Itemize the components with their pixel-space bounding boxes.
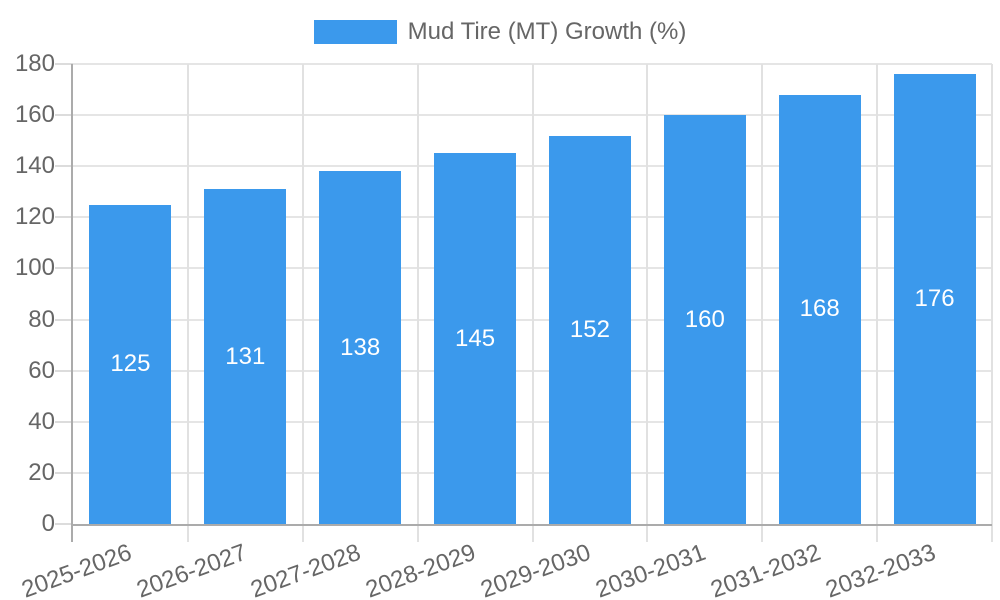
x-tick-mark bbox=[761, 524, 764, 542]
y-tick-label: 140 bbox=[14, 152, 55, 180]
y-tick-mark bbox=[55, 471, 73, 474]
bar-value-label: 138 bbox=[340, 333, 381, 361]
y-tick-label: 160 bbox=[14, 101, 55, 129]
bar-value-label: 131 bbox=[225, 342, 266, 370]
y-tick-mark bbox=[55, 165, 73, 168]
x-gridline bbox=[991, 64, 993, 524]
bar[interactable]: 145 bbox=[434, 153, 517, 524]
x-gridline bbox=[301, 64, 304, 524]
x-gridline bbox=[876, 64, 879, 524]
legend-label: Mud Tire (MT) Growth (%) bbox=[407, 18, 687, 45]
y-tick-label: 20 bbox=[28, 458, 55, 486]
x-gridline bbox=[531, 64, 534, 524]
x-tick-label: 2026-2027 bbox=[132, 538, 250, 600]
x-tick-label: 2031-2032 bbox=[707, 538, 825, 600]
bar[interactable]: 168 bbox=[778, 94, 861, 524]
y-tick-label: 80 bbox=[28, 305, 55, 333]
bar[interactable]: 131 bbox=[204, 189, 287, 524]
y-tick-mark bbox=[55, 523, 73, 525]
x-gridline bbox=[646, 64, 649, 524]
x-tick-mark bbox=[991, 524, 993, 542]
bar[interactable]: 160 bbox=[663, 115, 746, 524]
y-axis-line bbox=[71, 64, 73, 542]
y-tick-mark bbox=[55, 267, 73, 270]
x-gridline bbox=[186, 64, 189, 524]
x-tick-mark bbox=[646, 524, 649, 542]
bar-value-label: 152 bbox=[569, 315, 610, 343]
bar-value-label: 176 bbox=[914, 285, 955, 313]
y-tick-mark bbox=[55, 63, 73, 65]
y-tick-label: 0 bbox=[41, 510, 55, 537]
bar-value-label: 145 bbox=[455, 324, 496, 352]
y-tick-label: 60 bbox=[28, 356, 55, 384]
y-tick-mark bbox=[55, 216, 73, 219]
x-tick-label: 2025-2026 bbox=[17, 538, 135, 600]
bar[interactable]: 125 bbox=[89, 204, 172, 524]
x-tick-label: 2027-2028 bbox=[247, 538, 365, 600]
x-tick-label: 2030-2031 bbox=[592, 538, 710, 600]
y-tick-label: 180 bbox=[14, 50, 55, 77]
y-tick-mark bbox=[55, 318, 73, 321]
x-tick-label: 2032-2033 bbox=[821, 538, 940, 600]
bar-value-label: 168 bbox=[799, 295, 840, 323]
x-gridline bbox=[416, 64, 419, 524]
y-tick-label: 120 bbox=[14, 203, 55, 231]
x-tick-label: 2029-2030 bbox=[477, 538, 595, 600]
bar-value-label: 160 bbox=[684, 305, 725, 333]
x-gridline bbox=[761, 64, 764, 524]
x-tick-label: 2028-2029 bbox=[362, 538, 480, 600]
y-tick-label: 40 bbox=[28, 407, 55, 435]
bar[interactable]: 176 bbox=[893, 74, 976, 524]
y-tick-mark bbox=[55, 369, 73, 372]
x-axis-line bbox=[73, 524, 992, 526]
legend[interactable]: Mud Tire (MT) Growth (%) bbox=[0, 19, 1000, 44]
bar-value-label: 125 bbox=[110, 350, 151, 378]
bar[interactable]: 138 bbox=[319, 171, 402, 524]
bar[interactable]: 152 bbox=[548, 135, 631, 524]
x-tick-mark bbox=[531, 524, 534, 542]
y-tick-mark bbox=[55, 420, 73, 423]
x-tick-mark bbox=[876, 524, 879, 542]
x-tick-mark bbox=[186, 524, 189, 542]
y-tick-label: 100 bbox=[14, 254, 55, 282]
y-tick-mark bbox=[55, 114, 73, 117]
x-tick-mark bbox=[301, 524, 304, 542]
legend-swatch bbox=[313, 19, 397, 44]
x-tick-mark bbox=[416, 524, 419, 542]
